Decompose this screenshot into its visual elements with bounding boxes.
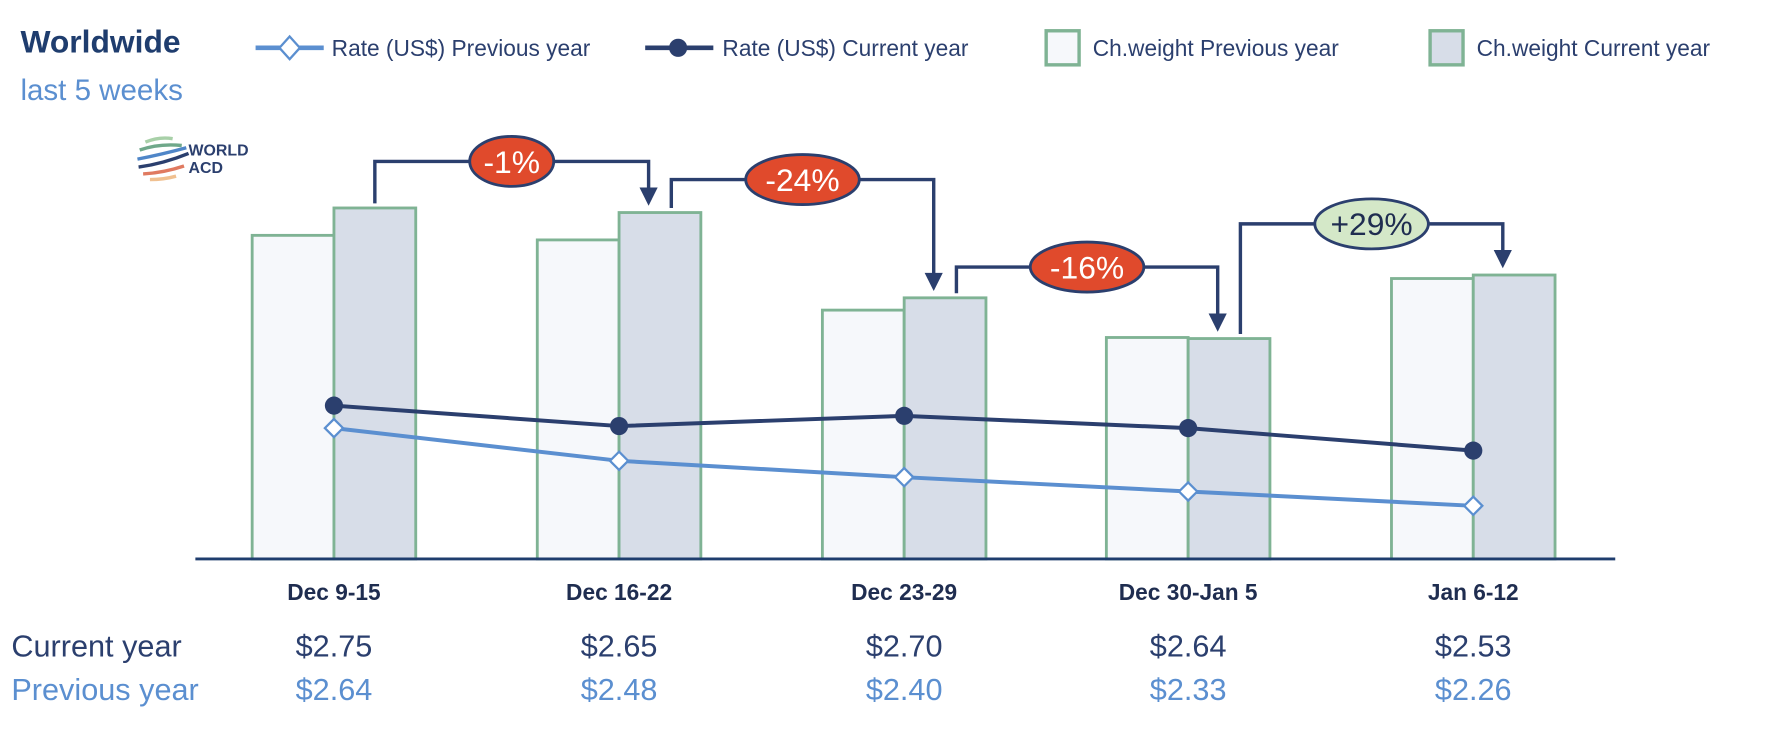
- change-label: -1%: [483, 144, 540, 180]
- change-label: +29%: [1330, 206, 1412, 242]
- current-rate-value: $2.70: [866, 630, 943, 664]
- arrow-head-icon: [1493, 250, 1512, 269]
- arrow-head-icon: [1208, 313, 1227, 332]
- rate-lines: [323, 396, 1484, 517]
- logo-text: ACD: [189, 160, 223, 177]
- change-arrows: -1% -24% -16% +29%: [373, 134, 1512, 334]
- point-rate-previous: [893, 466, 915, 488]
- rate-table: $2.75 $2.64 $2.65 $2.48 $2.70 $2.40 $2.64 $2.33…: [296, 630, 1512, 707]
- category-labels: Dec 9-15 Dec 16-22 Dec 23-29 Dec 30-Jan 5 Ja…: [287, 579, 1518, 605]
- bar-weight-current: [332, 206, 418, 561]
- previous-year-row-label: Previous year: [11, 673, 198, 707]
- bar-weight-previous: [1390, 277, 1475, 561]
- point-rate-previous: [1462, 495, 1484, 517]
- bar-weight-current: [1471, 273, 1557, 561]
- legend-label: Ch.weight Current year: [1477, 35, 1711, 61]
- bars: [250, 206, 1557, 561]
- legend-weight-current: Ch.weight Current year: [1428, 29, 1711, 67]
- point-rate-current: [895, 406, 914, 425]
- bar-weight-previous: [820, 308, 906, 561]
- point-rate-current: [1179, 419, 1198, 438]
- current-rate-value: $2.65: [581, 630, 658, 664]
- arrow-head-icon: [924, 272, 943, 292]
- chart-title: Worldwide: [20, 23, 180, 59]
- legend-rate-previous: Rate (US$) Previous year: [255, 34, 591, 61]
- x-tick-label: Dec 9-15: [287, 579, 380, 605]
- x-tick-label: Dec 23-29: [851, 579, 957, 605]
- arrow-head-icon: [639, 187, 658, 206]
- point-rate-current: [1464, 441, 1483, 460]
- point-rate-previous: [1177, 480, 1199, 503]
- previous-rate-value: $2.33: [1150, 673, 1227, 707]
- bar-weight-current: [617, 211, 703, 561]
- bar-weight-previous: [535, 238, 621, 561]
- point-rate-current: [324, 396, 344, 415]
- circle-marker-icon: [669, 38, 688, 57]
- legend-weight-previous: Ch.weight Previous year: [1044, 29, 1340, 67]
- world-acd-logo: WORLD ACD: [137, 136, 249, 182]
- previous-rate-value: $2.40: [866, 673, 943, 707]
- change-badge: [1313, 197, 1430, 251]
- bar-weight-current: [902, 296, 988, 561]
- previous-rate-value: $2.48: [581, 673, 658, 707]
- current-rate-value: $2.53: [1435, 630, 1512, 664]
- legend: Rate (US$) Previous year Rate (US$) Curr…: [255, 29, 1711, 67]
- legend-rate-current: Rate (US$) Current year: [645, 35, 969, 61]
- legend-label: Rate (US$) Previous year: [332, 35, 591, 61]
- point-rate-previous: [608, 450, 630, 472]
- legend-label: Rate (US$) Current year: [722, 35, 968, 61]
- bar-weight-current: [1186, 337, 1272, 561]
- x-tick-label: Dec 30-Jan 5: [1119, 579, 1258, 605]
- change-badge: [1028, 240, 1146, 294]
- previous-rate-value: $2.64: [296, 673, 373, 707]
- previous-rate-value: $2.26: [1435, 673, 1512, 707]
- x-tick-label: Jan 6-12: [1428, 579, 1519, 605]
- current-year-row-label: Current year: [11, 630, 181, 664]
- current-rate-value: $2.75: [296, 630, 373, 664]
- change-label: -16%: [1050, 249, 1124, 285]
- bar-weight-previous: [250, 233, 336, 561]
- bar-weight-previous: [1104, 336, 1190, 561]
- diamond-marker-icon: [277, 34, 302, 61]
- change-badge: [468, 134, 556, 188]
- x-tick-label: Dec 16-22: [566, 579, 672, 605]
- point-rate-current: [609, 416, 629, 436]
- logo-text: WORLD: [189, 143, 249, 160]
- legend-label: Ch.weight Previous year: [1093, 35, 1340, 61]
- point-rate-previous: [323, 417, 345, 439]
- chart-subtitle: last 5 weeks: [20, 74, 182, 107]
- change-badge: [744, 153, 861, 206]
- current-rate-value: $2.64: [1150, 630, 1227, 664]
- change-label: -24%: [765, 162, 839, 198]
